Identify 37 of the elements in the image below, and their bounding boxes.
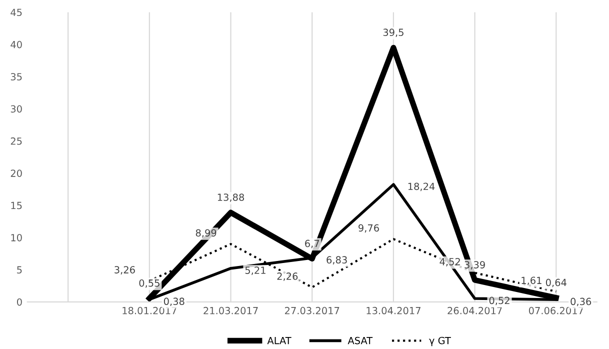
data-label: 8,99 [196, 229, 216, 238]
data-label: 18,24 [408, 182, 435, 192]
data-label: 0,38 [164, 298, 184, 306]
data-label: 2,26 [277, 272, 298, 281]
x-tick-label: 21.03.2017 [204, 306, 258, 314]
data-label: 0,55 [139, 279, 160, 288]
y-tick-label: 25 [10, 137, 22, 145]
y-tick-label: 20 [10, 170, 22, 177]
data-label: 4,52 [440, 258, 460, 266]
legend-label: γ GT [429, 336, 451, 346]
data-label: 0,52 [489, 296, 510, 306]
data-label: 1,61 [522, 276, 542, 286]
y-tick-label: 10 [11, 234, 22, 242]
x-tick-label: 26.04.2017 [448, 306, 502, 314]
data-label: 6,7 [305, 240, 320, 248]
x-tick-label: 18.01.2017 [122, 306, 176, 314]
data-label: 13,88 [218, 194, 244, 202]
data-label: 3,39 [464, 261, 485, 270]
data-label: 0,36 [570, 298, 592, 306]
y-tick-label: 30 [10, 105, 22, 113]
y-tick-label: 15 [11, 202, 22, 210]
x-tick-label: 07.06.2017 [528, 306, 584, 314]
x-tick-label: 13.04.2017 [366, 306, 420, 314]
legend-label: ALAT [267, 337, 292, 344]
y-tick-label: 35 [10, 73, 22, 80]
y-tick-label: 40 [10, 40, 22, 48]
y-tick-label: 0 [17, 298, 22, 306]
data-label: 3,26 [114, 266, 135, 274]
data-label: 9,76 [358, 224, 379, 233]
data-label: 0,64 [546, 278, 566, 288]
data-label: 6,83 [326, 256, 347, 265]
y-tick-label: 5 [17, 266, 22, 274]
data-label: 39,5 [383, 28, 404, 38]
y-tick-label: 45 [10, 8, 22, 16]
legend-label: ASAT [348, 336, 373, 344]
data-label: 5,21 [245, 266, 266, 275]
x-tick-label: 27.03.2017 [284, 306, 340, 314]
